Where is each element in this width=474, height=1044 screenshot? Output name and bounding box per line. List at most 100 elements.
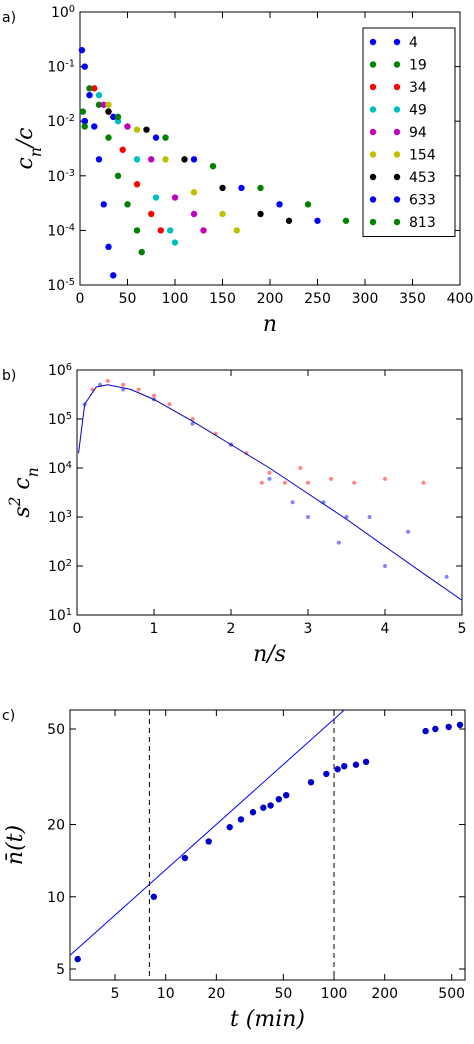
legend-label: 4 [409,35,418,51]
legend-marker [369,196,377,203]
y-tick-label: 104 [48,460,72,478]
data-point [133,126,141,133]
data-point [334,766,341,773]
x-tick-label: 100 [321,986,348,1002]
legend-label: 154 [409,148,436,164]
data-point [133,156,141,163]
data-point [167,402,172,407]
legend-marker [369,83,377,91]
y-axis-label: cn/c [13,128,45,170]
data-point [362,758,370,766]
data-point [190,417,195,421]
data-point [110,272,117,279]
legend-marker [393,196,401,203]
legend-label: 633 [409,193,436,209]
data-point [323,770,330,778]
data-point [86,91,93,99]
fit-line [78,384,463,601]
x-tick-label: 350 [399,291,426,307]
y-tick-label: 10-3 [47,167,75,185]
data-point [383,476,387,481]
x-tick-label: 100 [162,291,189,307]
data-point [105,378,110,383]
legend-marker [369,106,377,113]
data-point [148,210,155,218]
data-point [148,156,155,163]
data-point [81,63,88,70]
panel-label: b) [2,368,16,384]
data-point [100,101,107,108]
legend-label: 453 [409,170,436,186]
data-point [124,123,131,130]
data-point [383,564,387,568]
data-point [81,118,88,125]
data-point [257,210,264,218]
data-point [456,721,464,729]
data-point [114,172,122,179]
data-point [406,529,411,534]
data-point [152,194,160,201]
data-point [171,239,179,246]
data-point [190,189,198,196]
legend-marker [393,61,401,68]
data-point [422,727,429,735]
data-point [219,184,226,192]
data-point [143,126,150,133]
x-tick-label: 300 [352,291,379,307]
data-point [290,500,295,505]
data-point [283,791,290,799]
legend-marker [393,218,401,226]
y-tick-label: 106 [48,362,72,380]
data-point [352,480,357,485]
x-tick-label: 3 [304,621,313,637]
y-tick-label: 100 [51,4,75,22]
x-tick-label: 20 [207,986,225,1002]
data-point [105,101,112,108]
fit-line [69,709,345,956]
plot-frame [76,369,463,616]
data-point [136,387,141,392]
data-point [138,248,145,256]
data-point [171,194,179,201]
data-point [95,156,103,163]
data-point [100,201,107,208]
x-tick-label: 0 [76,291,85,307]
legend-marker [369,61,377,68]
data-point [150,893,158,900]
y-axis-label: n̄(t) [3,825,28,865]
data-point [162,156,169,163]
data-point [105,134,112,141]
y-tick-label: 102 [48,558,72,576]
data-point [367,515,372,519]
legend-marker [393,151,401,158]
x-tick-label: 150 [209,291,236,307]
data-point [190,421,195,426]
data-point [285,217,293,224]
data-point [306,515,310,519]
x-axis-label: t (min) [230,1007,305,1032]
y-tick-label: 50 [47,722,65,738]
x-tick-label: 1 [150,621,159,637]
y-tick-label: 103 [48,509,72,527]
data-point [267,802,274,809]
data-point [257,184,264,192]
data-point [81,123,88,130]
x-tick-label: 400 [447,291,474,307]
x-tick-label: 50 [274,986,292,1002]
panel-label: c) [2,708,15,724]
data-point [276,201,283,208]
data-point [79,108,87,115]
data-point [95,101,103,108]
data-point [342,217,350,224]
y-tick-label: 10-4 [47,222,75,240]
data-point [91,85,98,92]
data-point [124,201,131,208]
y-tick-label: 101 [48,607,72,625]
data-point [219,210,226,218]
legend-marker [393,106,401,113]
legend-label: 49 [409,103,427,119]
data-point [133,227,141,234]
data-point [105,243,112,251]
data-point [200,227,207,234]
data-point [275,795,283,803]
